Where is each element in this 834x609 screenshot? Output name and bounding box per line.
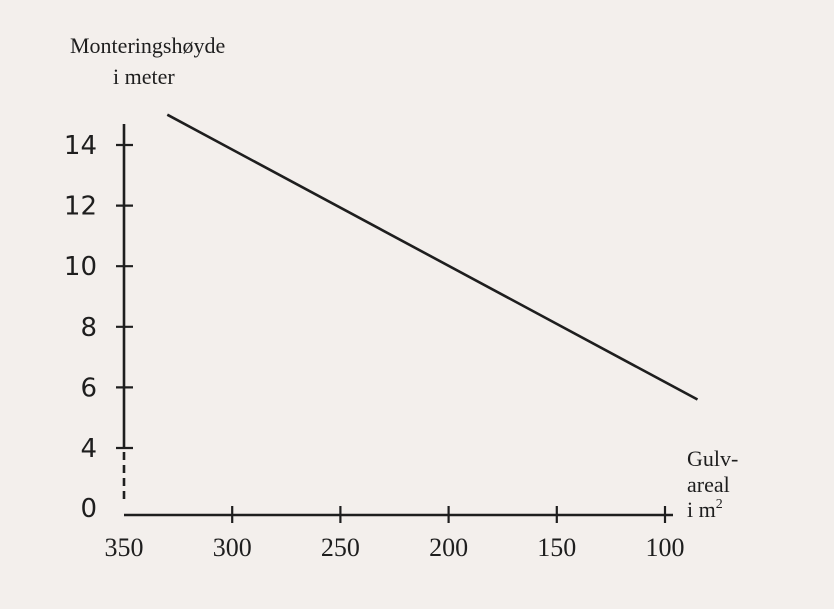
y-tick-label: 14 [64, 131, 97, 161]
x-tick-label: 150 [537, 533, 576, 562]
y-axis-title: Monteringshøyde i meter [70, 33, 225, 89]
x-tick-label: 200 [429, 533, 468, 562]
x-tick-label: 250 [321, 533, 360, 562]
x-tick-label: 300 [213, 533, 252, 562]
y-axis-title-line-2: i meter [113, 64, 175, 89]
x-axis-title: Gulv- areal i m2 [687, 446, 738, 522]
y-tick-label: 4 [80, 434, 97, 464]
y-axis-title-line-1: Monteringshøyde [70, 33, 225, 58]
x-axis-title-line-3: i m2 [687, 497, 723, 522]
x-tick-label: 350 [105, 533, 144, 562]
x-ticks: 350 300 250 200 150 100 [105, 506, 685, 562]
y-tick-label: 12 [64, 192, 97, 222]
y-tick-label: 10 [64, 252, 97, 282]
series-line [166, 113, 699, 401]
x-axis-title-line-1: Gulv- [687, 446, 738, 471]
x-tick-label: 100 [646, 533, 685, 562]
y-tick-label: 8 [80, 313, 97, 343]
y-ticks: 0 4 6 8 10 12 14 [64, 131, 133, 524]
x-axis-title-line-2: areal [687, 472, 730, 497]
series [166, 113, 699, 401]
x-axis-title-superscript: 2 [716, 497, 723, 512]
x-axis-title-unit: i m [687, 497, 716, 522]
y-tick-label: 6 [80, 373, 97, 403]
y-tick-label: 0 [80, 494, 97, 524]
